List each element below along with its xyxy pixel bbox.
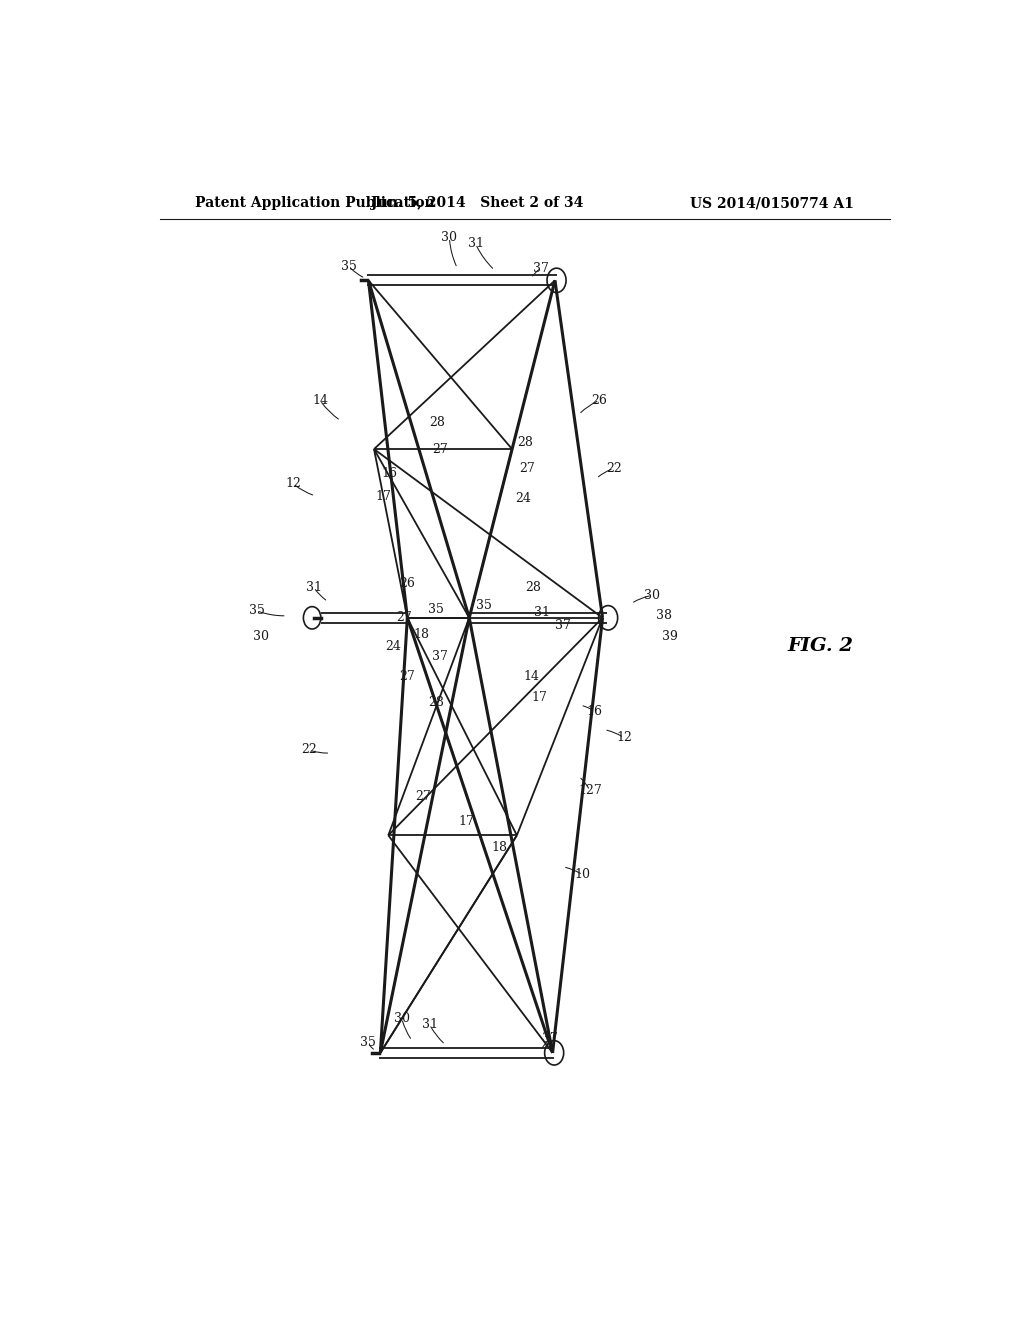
Text: 37: 37	[543, 1032, 558, 1045]
Text: 24: 24	[515, 492, 531, 506]
Text: 10: 10	[574, 869, 591, 882]
Text: 30: 30	[394, 1011, 410, 1024]
Text: 18: 18	[492, 841, 508, 854]
Text: 31: 31	[468, 238, 483, 251]
Text: 27: 27	[396, 611, 412, 624]
Text: US 2014/0150774 A1: US 2014/0150774 A1	[690, 197, 854, 210]
Text: 30: 30	[253, 630, 269, 643]
Text: 26: 26	[592, 393, 607, 407]
Text: 31: 31	[422, 1018, 437, 1031]
Text: 31: 31	[535, 606, 550, 619]
Text: 12: 12	[285, 477, 301, 490]
Text: 22: 22	[606, 462, 622, 475]
Text: 27: 27	[416, 791, 431, 803]
Text: 35: 35	[341, 260, 356, 273]
Text: 14: 14	[312, 393, 328, 407]
Text: 16: 16	[382, 467, 398, 480]
Text: 24: 24	[385, 640, 401, 653]
Text: 28: 28	[429, 416, 445, 429]
Text: 12: 12	[616, 731, 632, 744]
Text: 37: 37	[532, 261, 549, 275]
Text: 38: 38	[656, 610, 673, 622]
Text: 26: 26	[399, 577, 416, 590]
Text: 35: 35	[359, 1036, 376, 1049]
Text: 30: 30	[644, 589, 659, 602]
Text: 27: 27	[399, 671, 415, 684]
Text: 31: 31	[306, 581, 322, 594]
Text: 22: 22	[301, 743, 316, 756]
Text: 37: 37	[432, 649, 447, 663]
Text: 39: 39	[663, 630, 678, 643]
Text: 17: 17	[376, 490, 391, 503]
Text: 17: 17	[458, 814, 474, 828]
Text: Patent Application Publication: Patent Application Publication	[196, 197, 435, 210]
Text: FIG. 2: FIG. 2	[787, 638, 853, 655]
Text: 35: 35	[428, 603, 443, 616]
Text: 18: 18	[414, 627, 430, 640]
Text: 127: 127	[578, 784, 602, 797]
Text: Jun. 5, 2014   Sheet 2 of 34: Jun. 5, 2014 Sheet 2 of 34	[371, 197, 584, 210]
Text: 37: 37	[555, 619, 570, 632]
Text: 27: 27	[432, 442, 447, 455]
Text: 14: 14	[523, 671, 540, 684]
Text: 28: 28	[524, 581, 541, 594]
Text: 35: 35	[475, 599, 492, 612]
Text: 35: 35	[249, 605, 264, 618]
Text: 17: 17	[531, 690, 547, 704]
Text: 16: 16	[587, 705, 603, 718]
Text: 27: 27	[519, 462, 536, 475]
Text: 30: 30	[441, 231, 458, 244]
Text: 28: 28	[428, 696, 443, 709]
Text: 28: 28	[517, 437, 532, 450]
